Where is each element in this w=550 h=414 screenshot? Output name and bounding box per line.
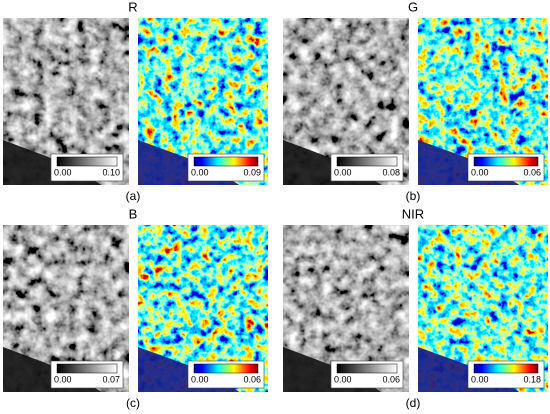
band-title: G <box>408 0 418 14</box>
colorbar <box>56 363 118 374</box>
colorbar <box>336 156 398 167</box>
band-title: R <box>128 0 137 14</box>
colorbar <box>193 363 259 374</box>
colorbar-max: 0.18 <box>523 374 541 384</box>
panel: G (b) 0.00 0.08 0.00 0.06 <box>283 0 548 203</box>
panel: R (a) 0.00 0.10 0.00 0.09 <box>3 0 268 203</box>
colorbar <box>193 156 259 167</box>
colorbar-max: 0.08 <box>382 167 400 177</box>
colorbar <box>56 156 118 167</box>
colorbar-min: 0.00 <box>334 167 352 177</box>
panel-label: (b) <box>406 189 421 203</box>
colorbar-max: 0.07 <box>102 374 120 384</box>
panel-label: (d) <box>406 396 421 410</box>
colorbar <box>336 363 398 374</box>
colorbar-max: 0.09 <box>243 167 261 177</box>
colorbar-min: 0.00 <box>54 167 72 177</box>
band-title: NIR <box>402 206 424 221</box>
colorbar-max: 0.06 <box>382 374 400 384</box>
colorbar-min: 0.00 <box>191 374 209 384</box>
panel-label: (c) <box>126 396 140 410</box>
band-title: B <box>129 206 138 221</box>
colorbar <box>473 363 539 374</box>
colorbar-max: 0.06 <box>523 167 541 177</box>
colorbar <box>473 156 539 167</box>
colorbar-min: 0.00 <box>334 374 352 384</box>
colorbar-min: 0.00 <box>54 374 72 384</box>
panel-label: (a) <box>126 189 141 203</box>
colorbar-max: 0.10 <box>102 167 120 177</box>
colorbar-min: 0.00 <box>471 374 489 384</box>
colorbar-max: 0.06 <box>243 374 261 384</box>
panel: NIR (d) 0.00 0.06 0.00 0.18 <box>283 206 548 410</box>
colorbar-min: 0.00 <box>471 167 489 177</box>
colorbar-min: 0.00 <box>191 167 209 177</box>
panel: B (c) 0.00 0.07 0.00 0.06 <box>3 206 268 410</box>
